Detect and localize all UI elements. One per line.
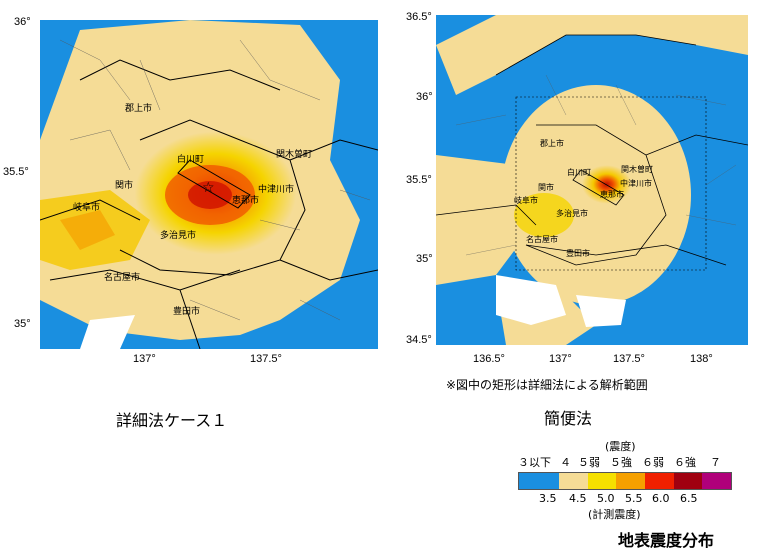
right-map-canvas — [436, 15, 748, 345]
legend-swatch-0 — [519, 473, 560, 489]
right-lat-tick-0: 36.5° — [406, 11, 432, 23]
right-lon-tick-0: 136.5° — [473, 353, 505, 365]
left-city-8: 豊田市 — [173, 306, 201, 316]
legend-color-bar — [518, 472, 732, 490]
left-map: ☆ — [40, 20, 378, 349]
right-map — [436, 15, 748, 345]
right-map-note: ※図中の矩形は詳細法による解析範囲 — [446, 378, 648, 392]
right-lat-tick-1: 36° — [416, 91, 433, 103]
right-lat-tick-4: 34.5° — [406, 334, 432, 346]
legend-value-1: 4.5 — [569, 492, 587, 505]
legend-intensity-2: ５弱 — [578, 456, 600, 469]
right-city-0: 郡上市 — [540, 139, 564, 148]
left-lat-tick-0: 36° — [14, 16, 31, 28]
legend-intensity-3: ５強 — [610, 456, 632, 469]
legend-intensity-1: ４ — [560, 456, 571, 469]
right-city-3: 岐阜市 — [514, 196, 538, 205]
right-lat-tick-3: 35° — [416, 253, 433, 265]
left-city-6: 多治見市 — [160, 230, 197, 240]
legend-swatch-6 — [702, 473, 732, 489]
legend-value-5: 6.5 — [680, 492, 698, 505]
right-map-caption: 簡便法 — [544, 409, 593, 428]
legend-intensity-4: ６弱 — [642, 456, 664, 469]
legend-intensity-6: ７ — [710, 456, 721, 469]
right-city-6: 多治見市 — [556, 209, 588, 218]
legend-value-4: 6.0 — [652, 492, 670, 505]
left-city-4: 中津川市 — [258, 184, 295, 194]
intensity-legend: (震度) ３以下 ４ ５弱 ５強 ６弱 ６強 ７ 3.5 4.5 5.0 5.5… — [500, 438, 740, 548]
legend-swatch-1 — [559, 473, 588, 489]
legend-value-0: 3.5 — [539, 492, 557, 505]
left-lon-tick-1: 137.5° — [250, 353, 282, 365]
right-city-4: 中津川市 — [620, 179, 652, 188]
legend-intensity-0: ３以下 — [518, 456, 551, 469]
right-lon-tick-2: 137.5° — [613, 353, 645, 365]
left-lat-tick-2: 35° — [14, 318, 31, 330]
right-city-9: 関木曽町 — [621, 165, 653, 174]
left-lat-tick-1: 35.5° — [3, 166, 29, 178]
right-city-1: 白川町 — [567, 168, 591, 177]
right-city-7: 名古屋市 — [526, 235, 558, 244]
left-city-1: 白川町 — [177, 154, 205, 164]
left-city-0: 郡上市 — [125, 103, 153, 113]
legend-intensity-5: ６強 — [674, 456, 696, 469]
right-city-8: 豊田市 — [566, 249, 590, 258]
right-city-5: 恵那市 — [600, 190, 624, 199]
left-lon-tick-0: 137° — [133, 353, 156, 365]
right-lon-tick-1: 137° — [549, 353, 572, 365]
left-city-3: 岐阜市 — [73, 202, 101, 212]
left-map-canvas: ☆ — [40, 20, 378, 349]
legend-swatch-2 — [587, 473, 617, 489]
legend-value-3: 5.5 — [625, 492, 643, 505]
left-city-2: 関市 — [115, 180, 134, 190]
page-title: 地表震度分布 — [618, 531, 715, 550]
legend-swatch-3 — [616, 473, 646, 489]
right-lat-tick-2: 35.5° — [406, 174, 432, 186]
legend-value-2: 5.0 — [597, 492, 615, 505]
legend-footer: (計測震度) — [588, 508, 641, 521]
left-city-9: 関木曽町 — [276, 149, 313, 159]
left-city-7: 名古屋市 — [104, 272, 141, 282]
left-city-5: 恵那市 — [232, 195, 260, 205]
legend-swatch-5 — [673, 473, 703, 489]
epicenter-star-icon: ☆ — [202, 180, 215, 196]
legend-swatch-4 — [645, 473, 674, 489]
right-city-2: 関市 — [538, 183, 554, 192]
legend-header: (震度) — [605, 440, 636, 453]
right-lon-tick-3: 138° — [690, 353, 713, 365]
left-map-caption: 詳細法ケース１ — [116, 411, 228, 430]
